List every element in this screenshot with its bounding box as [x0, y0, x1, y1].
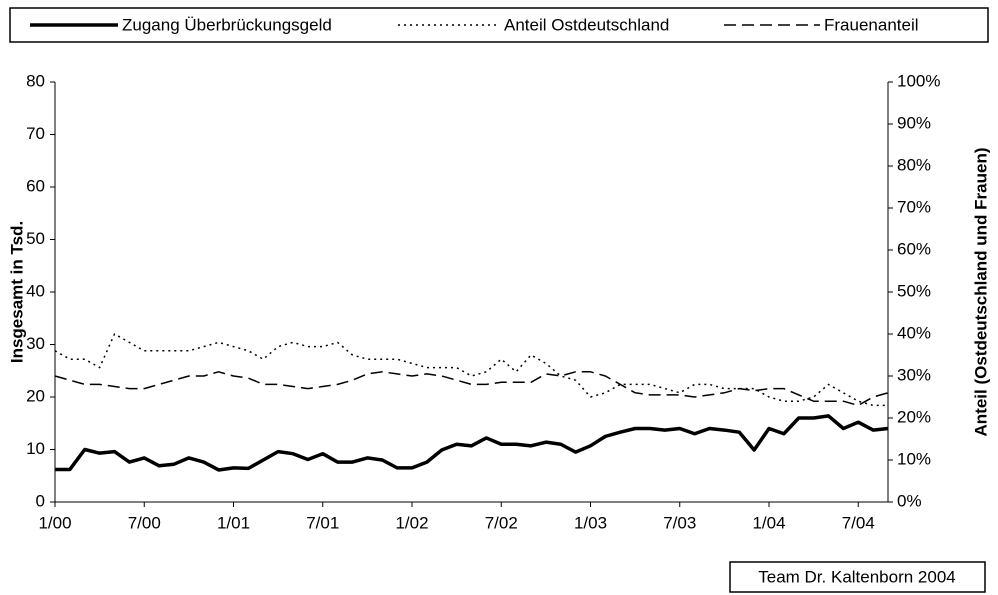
- line-series: [54, 371, 889, 407]
- x-tick-label: 7/04: [842, 513, 875, 532]
- y2-tick-label: 60%: [897, 239, 931, 258]
- x-tick-label: 1/00: [38, 513, 71, 532]
- x-tick-label: 7/01: [306, 513, 339, 532]
- legend-label: Anteil Ostdeutschland: [504, 15, 669, 34]
- line-series: [55, 414, 889, 472]
- y-axis-title: Insgesamt in Tsd.: [7, 221, 26, 363]
- y2-tick-label: 30%: [897, 365, 931, 384]
- y2-axis-title: Anteil (Ostdeutschland und Frauen): [971, 147, 990, 436]
- x-tick-label: 7/02: [485, 513, 518, 532]
- y-tick-label: 80: [26, 71, 45, 90]
- source: Team Dr. Kaltenborn 2004: [758, 567, 956, 586]
- x-tick-label: 1/04: [752, 513, 785, 532]
- x-tick-label: 1/03: [574, 513, 607, 532]
- y-tick-label: 10: [26, 439, 45, 458]
- x-tick-label: 1/01: [217, 513, 250, 532]
- source-box: [729, 561, 986, 593]
- y2-tick-label: 20%: [897, 407, 931, 426]
- x-tick-label: 7/03: [663, 513, 696, 532]
- y-tick-label: 40: [26, 281, 45, 300]
- x-tick-label: 1/02: [395, 513, 428, 532]
- y2-tick-label: 100%: [897, 71, 940, 90]
- y-tick-label: 60: [26, 176, 45, 195]
- y2-tick-label: 0%: [897, 491, 922, 510]
- line-series: [54, 333, 888, 407]
- y2-tick-label: 80%: [897, 155, 931, 174]
- legend-label: Zugang Überbrückungsgeld: [122, 15, 332, 34]
- y-tick-label: 50: [26, 229, 45, 248]
- y-tick-label: 0: [36, 491, 45, 510]
- legend-label: Frauenanteil: [824, 15, 919, 34]
- y2-tick-label: 10%: [897, 449, 931, 468]
- y2-tick-label: 90%: [897, 113, 931, 132]
- y-tick-label: 70: [26, 124, 45, 143]
- legend-box: [9, 7, 989, 43]
- y2-tick-label: 50%: [897, 281, 931, 300]
- y-tick-label: 30: [26, 334, 45, 353]
- x-tick-label: 7/00: [128, 513, 161, 532]
- y2-tick-label: 70%: [897, 197, 931, 216]
- y-tick-label: 20: [26, 386, 45, 405]
- y2-tick-label: 40%: [897, 323, 931, 342]
